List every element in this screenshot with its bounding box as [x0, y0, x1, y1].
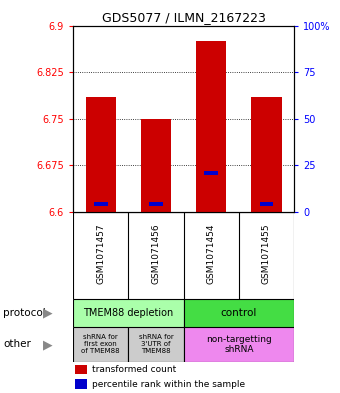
Bar: [204, 171, 218, 175]
Bar: [73, 327, 129, 362]
Bar: [184, 299, 294, 327]
Bar: [149, 202, 163, 206]
Text: TMEM88 depletion: TMEM88 depletion: [83, 308, 173, 318]
Bar: [73, 299, 184, 327]
Bar: [75, 365, 87, 374]
Text: ▶: ▶: [42, 338, 52, 351]
Text: percentile rank within the sample: percentile rank within the sample: [92, 380, 245, 389]
Bar: [196, 41, 226, 212]
Text: GSM1071455: GSM1071455: [262, 223, 271, 284]
Bar: [94, 202, 107, 206]
Bar: [129, 327, 184, 362]
Bar: [75, 379, 87, 389]
Title: GDS5077 / ILMN_2167223: GDS5077 / ILMN_2167223: [102, 11, 266, 24]
Bar: [184, 327, 294, 362]
Text: shRNA for
first exon
of TMEM88: shRNA for first exon of TMEM88: [81, 334, 120, 354]
Text: other: other: [3, 340, 31, 349]
Text: GSM1071457: GSM1071457: [96, 223, 105, 284]
Text: transformed count: transformed count: [92, 365, 176, 374]
Bar: [260, 202, 273, 206]
Text: non-targetting
shRNA: non-targetting shRNA: [206, 335, 272, 354]
Text: GSM1071454: GSM1071454: [207, 224, 216, 284]
Text: shRNA for
3'UTR of
TMEM88: shRNA for 3'UTR of TMEM88: [139, 334, 173, 354]
Bar: [86, 97, 116, 212]
Bar: [141, 119, 171, 212]
Text: protocol: protocol: [3, 308, 46, 318]
Text: control: control: [221, 308, 257, 318]
Text: GSM1071456: GSM1071456: [152, 223, 160, 284]
Bar: [251, 97, 282, 212]
Text: ▶: ▶: [42, 307, 52, 320]
